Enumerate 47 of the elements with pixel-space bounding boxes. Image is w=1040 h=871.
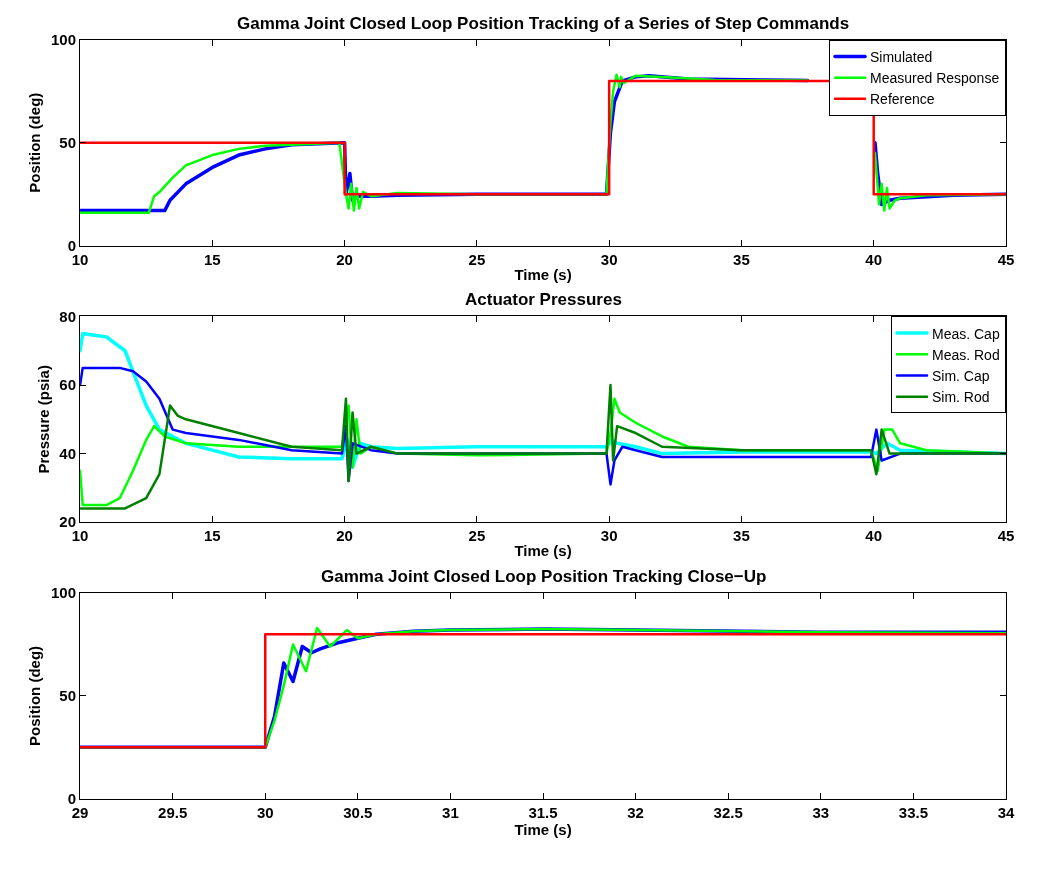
legend-label: Simulated (869, 48, 933, 65)
x-tick-label: 31.5 (528, 803, 558, 821)
legend-label: Meas. Cap (931, 325, 1000, 342)
y-tick-label: 100 (51, 584, 77, 602)
x-tick-label: 33 (812, 803, 830, 821)
x-tick-label: 30 (256, 803, 274, 821)
chart-title: Gamma Joint Closed Loop Position Tracking of a Series of Step Commands (237, 14, 850, 33)
x-tick-label: 20 (336, 250, 353, 268)
legend-label: Sim. Cap (931, 367, 990, 384)
x-tick-label: 30 (600, 527, 618, 545)
x-tick-label: 35 (733, 250, 750, 268)
legend-label: Sim. Rod (931, 389, 990, 406)
y-axis-title: Pressure (psia) (34, 365, 52, 474)
x-tick-label: 40 (865, 250, 883, 268)
x-tick-label: 32 (627, 803, 644, 821)
chart-title: Actuator Pressures (465, 290, 622, 309)
y-tick-label: 80 (59, 307, 77, 325)
x-tick-label: 25 (468, 527, 486, 545)
y-tick-label: 50 (59, 687, 77, 705)
x-tick-label: 30.5 (343, 803, 373, 821)
legend-label: Reference (869, 91, 935, 108)
x-tick-label: 15 (204, 527, 221, 545)
x-tick-label: 30 (600, 250, 618, 268)
x-tick-label: 29.5 (158, 803, 188, 821)
legend-label: Measured Response (869, 70, 1000, 87)
chart-title: Gamma Joint Closed Loop Position Tracking Close−Up (321, 567, 767, 586)
y-axis-title: Position (deg) (26, 92, 44, 193)
y-tick-label: 40 (59, 444, 77, 462)
x-tick-label: 31 (442, 803, 459, 821)
x-tick-label: 33.5 (898, 803, 928, 821)
y-axis-title: Position (deg) (26, 645, 44, 746)
x-tick-label: 20 (336, 527, 353, 545)
x-tick-label: 32.5 (713, 803, 743, 821)
y-tick-label: 50 (59, 133, 77, 151)
y-tick-label: 60 (59, 376, 77, 394)
x-tick-label: 25 (468, 250, 486, 268)
x-axis-title: Time (s) (514, 265, 572, 283)
x-tick-label: 34 (997, 803, 1015, 821)
x-tick-label: 45 (997, 527, 1015, 545)
y-tick-label: 100 (51, 31, 77, 49)
legend-label: Meas. Rod (931, 346, 1000, 363)
x-tick-label: 35 (733, 527, 750, 545)
x-tick-label: 15 (204, 250, 221, 268)
x-axis-title: Time (s) (514, 542, 572, 560)
x-axis-title: Time (s) (514, 820, 572, 838)
x-tick-label: 40 (865, 527, 883, 545)
x-tick-label: 45 (997, 250, 1015, 268)
